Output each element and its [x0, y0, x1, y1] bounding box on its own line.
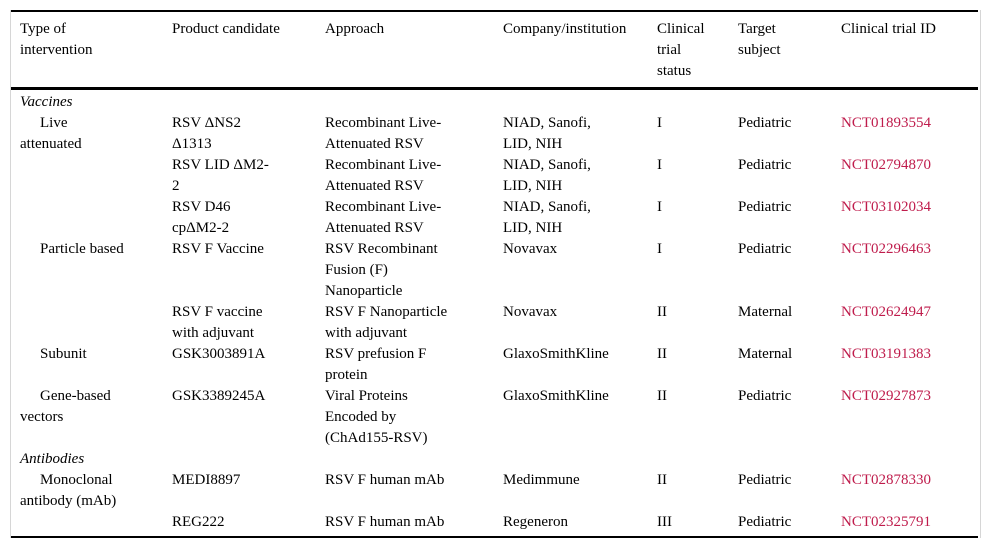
cell-clinical-trial-status: II: [657, 304, 667, 320]
table-row: RSV D46 cpΔM2-2 Recombinant Live- Attenua…: [11, 197, 978, 239]
nct-link[interactable]: NCT03102034: [841, 199, 931, 215]
cell-clinical-trial-id: NCT01893554: [841, 113, 978, 155]
section-label: Vaccines: [20, 94, 73, 110]
cell-product-candidate: RSV D46 cpΔM2-2: [172, 199, 231, 236]
cell-clinical-trial-status: I: [657, 199, 662, 215]
cell-approach: Recombinant Live- Attenuated RSV: [325, 157, 442, 194]
cell-company-institution: NIAD, Sanofi, LID, NIH: [503, 199, 591, 236]
cell-clinical-trial-id: NCT03191383: [841, 344, 978, 386]
section-row: Antibodies: [11, 449, 978, 470]
table-row: Particle based RSV F Vaccine RSV Recombina…: [11, 239, 978, 302]
nct-link[interactable]: NCT03191383: [841, 346, 931, 362]
cell-clinical-trial-id: NCT02794870: [841, 155, 978, 197]
cell-product-candidate: GSK3003891A: [172, 346, 266, 362]
clinical-trials-table-container: Type of intervention Product candidate App…: [10, 10, 981, 538]
column-header-approach: Approach: [325, 11, 503, 90]
column-header-company-institution: Company/institution: [503, 11, 657, 90]
nct-link[interactable]: NCT02624947: [841, 304, 931, 320]
nct-link[interactable]: NCT02927873: [841, 388, 931, 404]
nct-link[interactable]: NCT02325791: [841, 514, 931, 530]
cell-type-of-intervention: Particle based: [40, 241, 124, 257]
cell-company-institution: Novavax: [503, 241, 558, 257]
cell-product-candidate: REG222: [172, 514, 225, 530]
cell-clinical-trial-status: III: [657, 514, 672, 530]
cell-type-of-intervention: [11, 197, 172, 239]
column-header-clinical-trial-id: Clinical trial ID: [841, 11, 978, 90]
table-row: Subunit GSK3003891A RSV prefusion F protei…: [11, 344, 978, 386]
cell-clinical-trial-id: NCT02624947: [841, 302, 978, 344]
table-row: RSV F vaccine with adjuvant RSV F Nanopar…: [11, 302, 978, 344]
cell-company-institution: Novavax: [503, 304, 558, 320]
cell-company-institution: GlaxoSmithKline: [503, 346, 609, 362]
section-label: Antibodies: [20, 451, 85, 467]
cell-target-subject: Pediatric: [738, 388, 792, 404]
cell-approach: RSV F human mAb: [325, 472, 445, 488]
cell-target-subject: Pediatric: [738, 241, 792, 257]
cell-target-subject: Pediatric: [738, 472, 792, 488]
column-header-product-candidate: Product candidate: [172, 11, 325, 90]
cell-approach: RSV prefusion F protein: [325, 346, 427, 383]
nct-link[interactable]: NCT01893554: [841, 115, 931, 131]
table-row: RSV LID ΔM2- 2 Recombinant Live- Attenuat…: [11, 155, 978, 197]
cell-product-candidate: GSK3389245A: [172, 388, 266, 404]
cell-target-subject: Pediatric: [738, 199, 792, 215]
cell-company-institution: Regeneron: [503, 514, 568, 530]
cell-type-of-intervention: [11, 155, 172, 197]
table-body: Vaccines Live attenuated RSV ΔNS2 Δ1313 Rec…: [11, 89, 978, 538]
header-row: Type of intervention Product candidate App…: [11, 11, 978, 90]
cell-clinical-trial-status: I: [657, 241, 662, 257]
column-header-type-of-intervention: Type of intervention: [11, 11, 172, 90]
cell-target-subject: Pediatric: [738, 157, 792, 173]
column-header-clinical-trial-status: Clinical trial status: [657, 11, 738, 90]
cell-target-subject: Maternal: [738, 304, 793, 320]
table-row: REG222 RSV F human mAb Regeneron III Pediatr…: [11, 512, 978, 537]
table-row: Gene-based vectors GSK3389245A Viral Prote…: [11, 386, 978, 449]
cell-product-candidate: RSV LID ΔM2- 2: [172, 157, 269, 194]
cell-clinical-trial-status: I: [657, 115, 662, 131]
cell-approach: RSV F human mAb: [325, 514, 445, 530]
table-header: Type of intervention Product candidate App…: [11, 11, 978, 90]
cell-company-institution: Medimmune: [503, 472, 580, 488]
cell-clinical-trial-status: II: [657, 346, 667, 362]
cell-type-of-intervention: Live attenuated: [20, 115, 82, 152]
cell-clinical-trial-status: II: [657, 472, 667, 488]
cell-clinical-trial-id: NCT02878330: [841, 470, 978, 512]
cell-clinical-trial-id: NCT02296463: [841, 239, 978, 302]
cell-clinical-trial-id: NCT03102034: [841, 197, 978, 239]
cell-clinical-trial-id: NCT02927873: [841, 386, 978, 449]
cell-clinical-trial-status: II: [657, 388, 667, 404]
nct-link[interactable]: NCT02296463: [841, 241, 931, 257]
cell-target-subject: Pediatric: [738, 514, 792, 530]
cell-company-institution: NIAD, Sanofi, LID, NIH: [503, 157, 591, 194]
cell-type-of-intervention: [11, 302, 172, 344]
cell-type-of-intervention: Monoclonal antibody (mAb): [20, 472, 117, 509]
section-row: Vaccines: [11, 89, 978, 114]
cell-type-of-intervention: Subunit: [40, 346, 87, 362]
cell-clinical-trial-id: NCT02325791: [841, 512, 978, 537]
nct-link[interactable]: NCT02794870: [841, 157, 931, 173]
column-header-target-subject: Target subject: [738, 11, 841, 90]
cell-target-subject: Pediatric: [738, 115, 792, 131]
cell-type-of-intervention: [11, 512, 172, 537]
nct-link[interactable]: NCT02878330: [841, 472, 931, 488]
cell-clinical-trial-status: I: [657, 157, 662, 173]
cell-target-subject: Maternal: [738, 346, 793, 362]
cell-product-candidate: RSV ΔNS2 Δ1313: [172, 115, 241, 152]
cell-company-institution: NIAD, Sanofi, LID, NIH: [503, 115, 591, 152]
cell-approach: RSV Recombinant Fusion (F) Nanoparticle: [325, 241, 438, 299]
cell-company-institution: GlaxoSmithKline: [503, 388, 609, 404]
table-row: Live attenuated RSV ΔNS2 Δ1313 Recombinant…: [11, 113, 978, 155]
cell-approach: Recombinant Live- Attenuated RSV: [325, 199, 442, 236]
cell-type-of-intervention: Gene-based vectors: [20, 388, 111, 425]
cell-approach: Recombinant Live- Attenuated RSV: [325, 115, 442, 152]
cell-product-candidate: RSV F Vaccine: [172, 241, 264, 257]
cell-approach: Viral Proteins Encoded by (ChAd155-RSV): [325, 388, 428, 446]
clinical-trials-table: Type of intervention Product candidate App…: [11, 10, 978, 538]
cell-product-candidate: MEDI8897: [172, 472, 241, 488]
cell-product-candidate: RSV F vaccine with adjuvant: [172, 304, 263, 341]
cell-approach: RSV F Nanoparticle with adjuvant: [325, 304, 448, 341]
table-row: Monoclonal antibody (mAb) MEDI8897 RSV F h…: [11, 470, 978, 512]
